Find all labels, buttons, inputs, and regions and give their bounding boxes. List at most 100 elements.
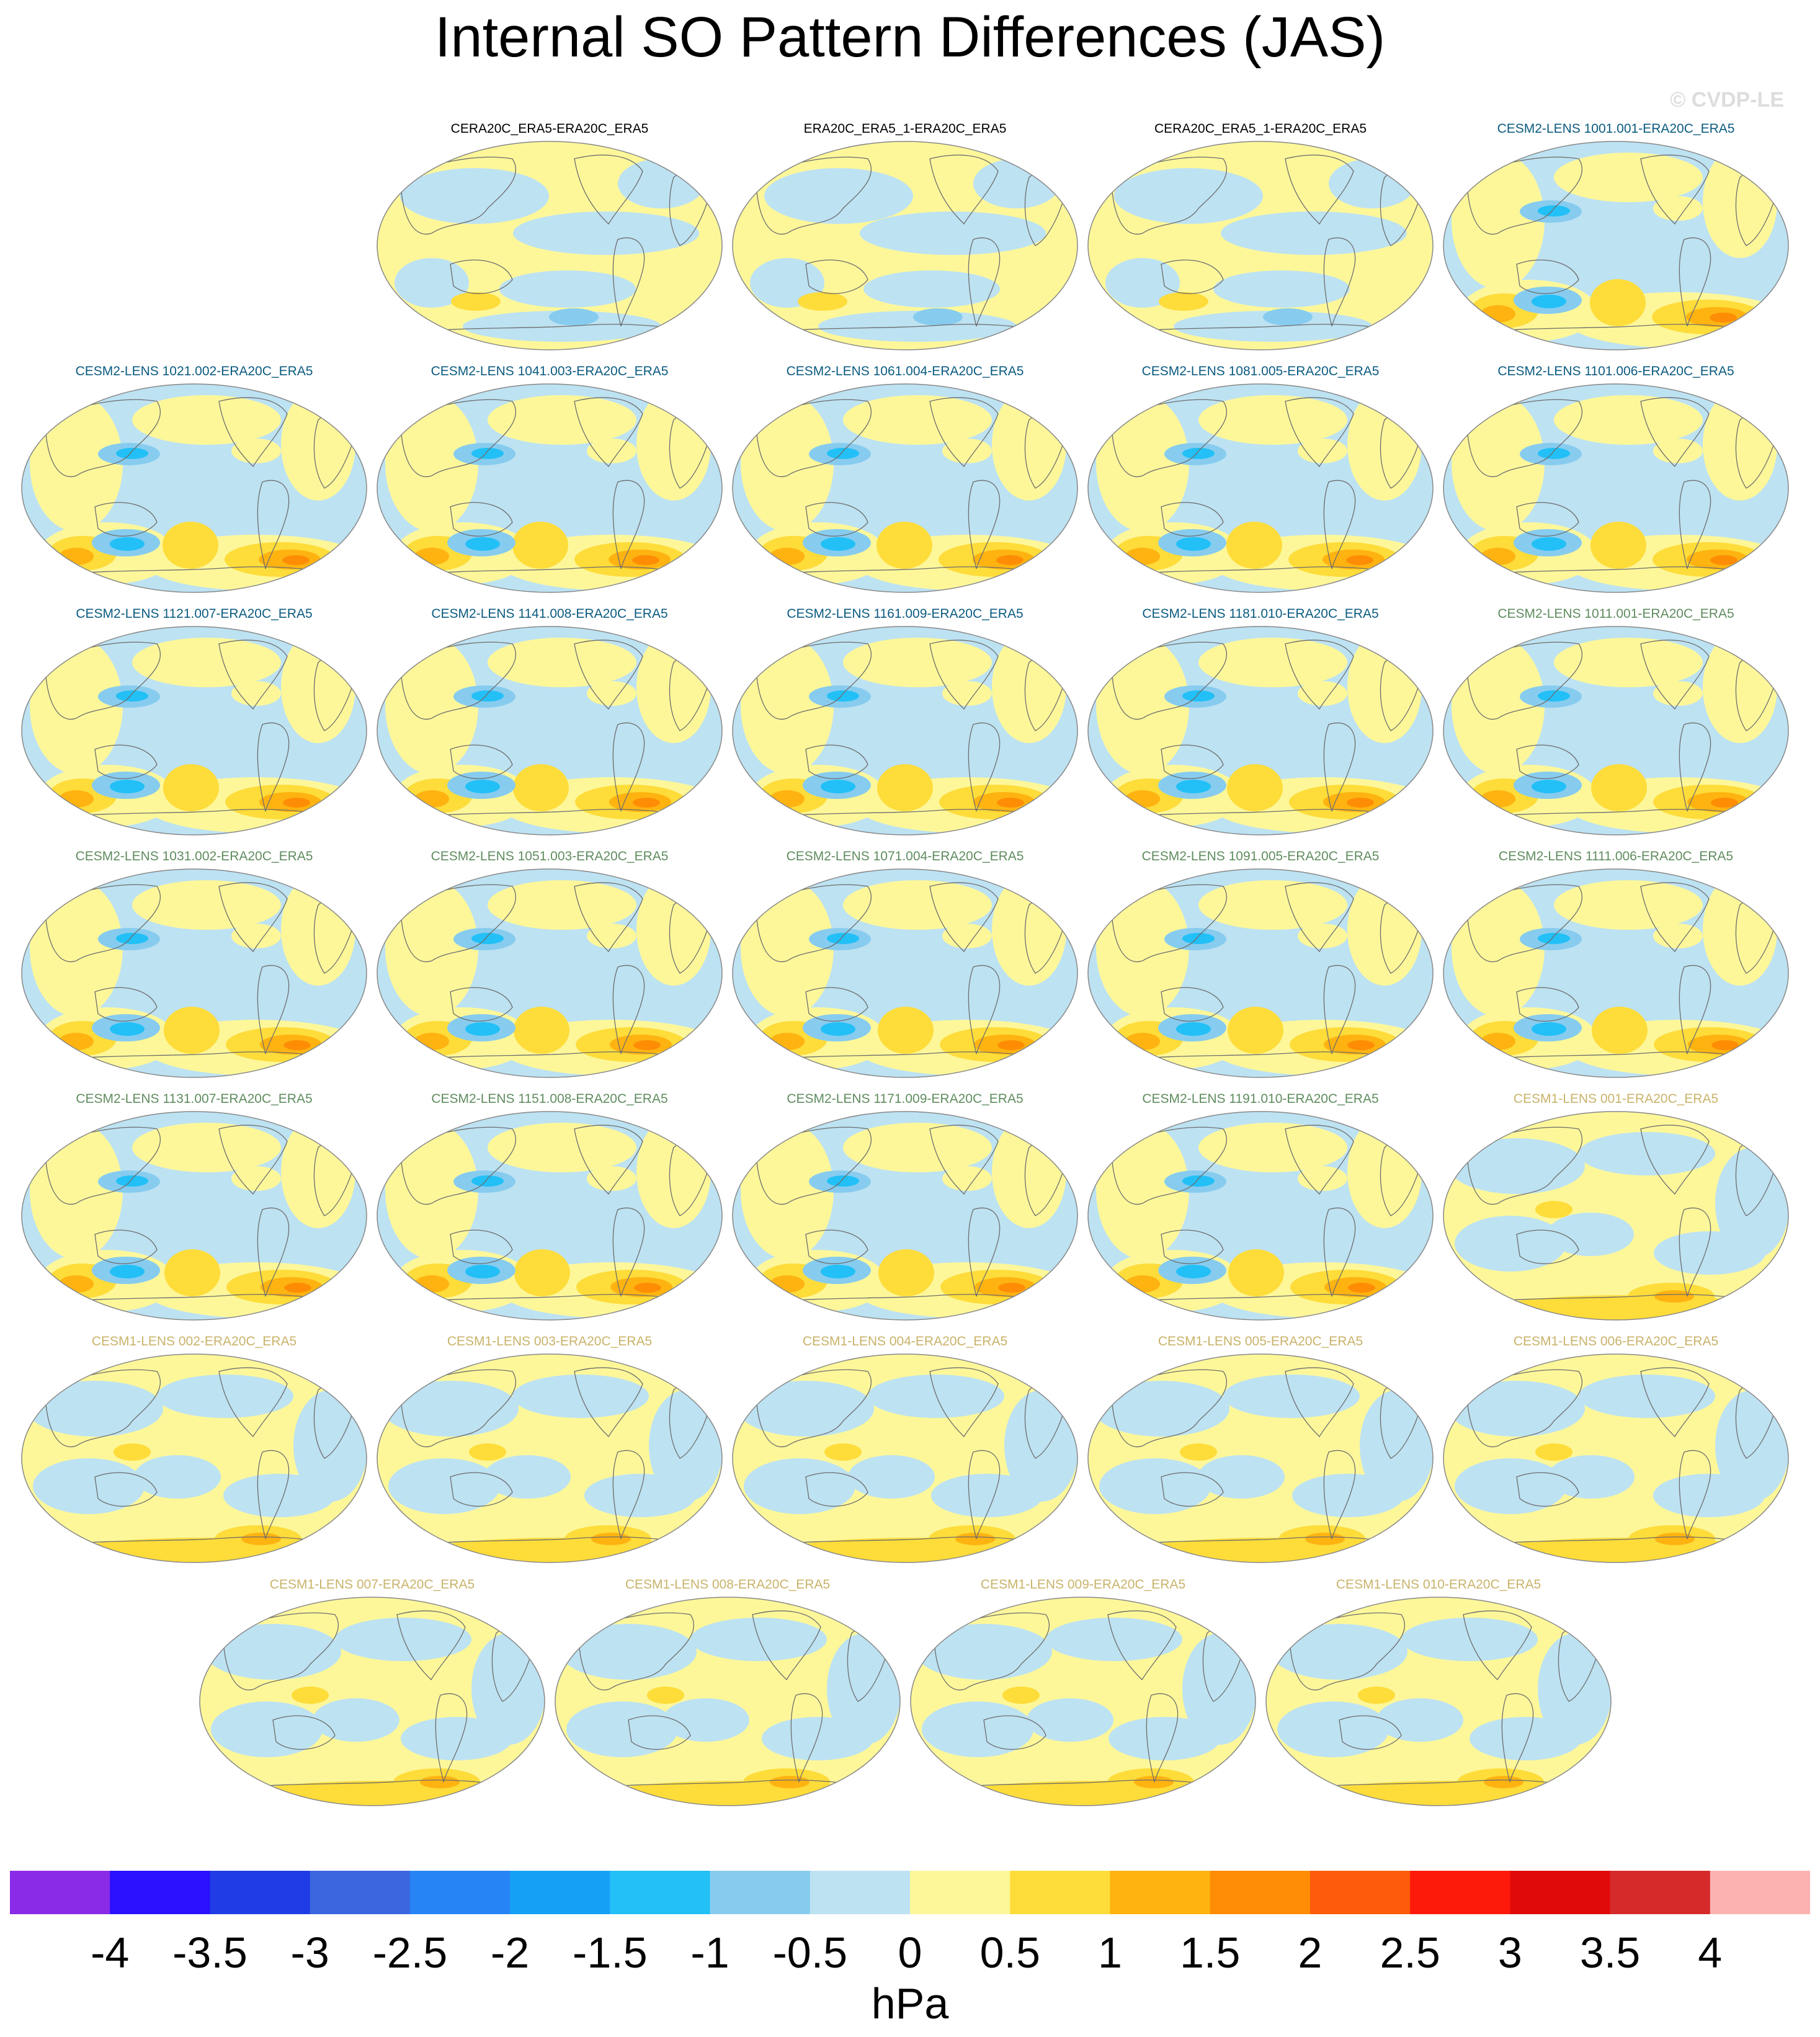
panel-title: CESM1-LENS 005-ERA20C_ERA5	[1158, 1334, 1363, 1348]
map-panel: CESM1-LENS 005-ERA20C_ERA5	[1087, 1334, 1434, 1582]
coast-australia	[272, 1715, 336, 1750]
coast-south-america	[257, 1450, 290, 1540]
colorbar-tick-label: 3	[1497, 1928, 1522, 1977]
map-field	[377, 141, 722, 350]
coast-asia	[756, 156, 872, 235]
coast-asia	[223, 1612, 339, 1691]
map-panel: CESM2-LENS 1051.003-ERA20C_ERA5	[376, 849, 723, 1097]
panel-title: CESM1-LENS 001-ERA20C_ERA5	[1513, 1092, 1719, 1106]
map-svg	[377, 1111, 723, 1321]
coast-south-america	[257, 479, 290, 569]
map-panel: CESM2-LENS 1071.004-ERA20C_ERA5	[731, 849, 1079, 1097]
map-field	[1088, 141, 1433, 350]
coast-south-america	[968, 1207, 1001, 1297]
map-field	[22, 1354, 367, 1562]
coast-asia	[756, 1369, 872, 1448]
panel-title: CESM2-LENS 1061.004-ERA20C_ERA5	[786, 364, 1024, 378]
map-outline	[377, 626, 723, 836]
map-panel: CESM2-LENS 1011.001-ERA20C_ERA5	[1442, 607, 1790, 855]
coast-north-america	[396, 1610, 466, 1681]
map-panel: CERA20C_ERA5-ERA20C_ERA5	[376, 122, 723, 370]
coast-north-america	[218, 1125, 288, 1195]
map-svg	[1443, 1111, 1789, 1321]
map-outline	[732, 141, 1078, 350]
map-svg	[1087, 868, 1434, 1078]
map-field	[1443, 1112, 1788, 1320]
map-panel: CESM2-LENS 1121.007-ERA20C_ERA5	[20, 607, 368, 855]
colorbar-tick-label: -1	[690, 1928, 729, 1977]
coast-south-america	[1679, 237, 1711, 327]
map-outline	[199, 1597, 545, 1806]
coast-north-america	[218, 882, 288, 953]
coast-australia	[805, 987, 868, 1022]
colorbar-tick-label: -1.5	[573, 1928, 648, 1977]
coast-asia	[45, 1369, 161, 1448]
map-field	[733, 626, 1077, 835]
map-field	[1443, 869, 1788, 1077]
coast-australia	[1161, 744, 1224, 779]
map-panel: CESM2-LENS 1191.010-ERA20C_ERA5	[1087, 1092, 1434, 1340]
coast-australia	[805, 1472, 868, 1507]
map-outline	[1087, 1111, 1434, 1321]
coast-north-america	[1640, 397, 1710, 468]
panel-title: CESM2-LENS 1021.002-ERA20C_ERA5	[75, 364, 313, 378]
panel-title: CESM1-LENS 002-ERA20C_ERA5	[91, 1334, 297, 1348]
map-svg	[732, 626, 1078, 836]
map-panel: CESM2-LENS 1041.003-ERA20C_ERA5	[376, 364, 723, 612]
map-svg	[1087, 141, 1434, 350]
map-panel: CESM2-LENS 1081.005-ERA20C_ERA5	[1087, 364, 1434, 612]
map-svg	[732, 868, 1078, 1078]
map-panel: CESM2-LENS 1111.006-ERA20C_ERA5	[1442, 849, 1790, 1097]
map-outline	[377, 1111, 723, 1321]
map-panel: CESM1-LENS 003-ERA20C_ERA5	[376, 1334, 723, 1582]
coast-north-america	[574, 640, 643, 710]
map-panel: CESM2-LENS 1161.009-ERA20C_ERA5	[731, 607, 1079, 855]
coast-asia	[1111, 156, 1228, 235]
coast-australia	[805, 259, 868, 294]
map-svg	[1087, 626, 1434, 836]
map-outline	[1443, 1353, 1789, 1563]
coast-south-america	[968, 1450, 1001, 1540]
map-panel: CESM1-LENS 008-ERA20C_ERA5	[554, 1577, 901, 1825]
map-outline	[1443, 626, 1789, 836]
coast-australia	[628, 1715, 691, 1750]
map-svg	[21, 868, 367, 1078]
map-field	[733, 141, 1077, 350]
coast-australia	[1161, 1229, 1224, 1264]
colorbar-box	[710, 1871, 811, 1914]
coast-asia	[400, 156, 517, 235]
colorbar-box	[1010, 1871, 1110, 1914]
colorbar-tick-label: -4	[91, 1928, 130, 1977]
panel-title: CESM2-LENS 1071.004-ERA20C_ERA5	[786, 849, 1024, 863]
colorbar-box	[409, 1871, 511, 1914]
coast-asia	[756, 641, 872, 720]
colorbar-tick-label: 0	[898, 1928, 922, 1977]
coast-north-america	[574, 882, 643, 953]
map-svg	[1443, 1353, 1789, 1563]
colorbar-box	[1309, 1871, 1411, 1914]
panel-title: CESM2-LENS 1141.008-ERA20C_ERA5	[431, 607, 668, 621]
map-svg	[1443, 868, 1789, 1078]
map-svg	[910, 1597, 1256, 1806]
coast-south-america	[1323, 1450, 1356, 1540]
colorbar-box	[1410, 1871, 1510, 1914]
map-field	[22, 1112, 367, 1320]
panel-title: CESM2-LENS 1001.001-ERA20C_ERA5	[1497, 122, 1735, 136]
map-svg	[732, 141, 1078, 350]
map-field	[377, 384, 722, 592]
coast-asia	[400, 1369, 517, 1448]
map-svg	[732, 1353, 1078, 1563]
map-svg	[1087, 1111, 1434, 1321]
coast-asia	[1466, 1126, 1583, 1205]
map-field	[1266, 1597, 1611, 1806]
colorbar-tick-label: -2.5	[372, 1928, 448, 1977]
colorbar-tick-label: 2	[1298, 1928, 1323, 1977]
coast-south-america	[612, 1450, 645, 1540]
map-panel: CESM2-LENS 1091.005-ERA20C_ERA5	[1087, 849, 1434, 1097]
coast-asia	[45, 641, 161, 720]
colorbar-box	[1210, 1871, 1311, 1914]
map-field	[377, 869, 722, 1077]
coast-north-america	[929, 154, 999, 225]
panel-title: CESM2-LENS 1151.008-ERA20C_ERA5	[431, 1092, 668, 1106]
colorbar-box	[1510, 1871, 1611, 1914]
